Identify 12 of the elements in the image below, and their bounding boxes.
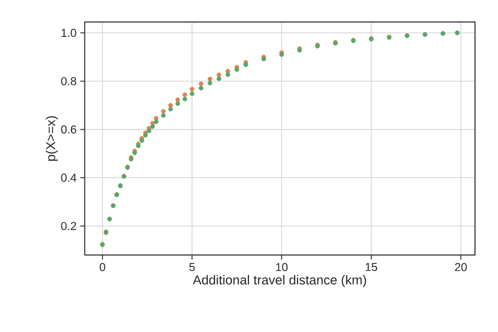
x-tick-label: 15 <box>366 263 378 272</box>
y-tick-label: 0.2 <box>61 222 76 230</box>
y-tick-label: 0.8 <box>61 77 76 86</box>
y-tick-label: 0.6 <box>61 125 76 134</box>
x-tick-label: 5 <box>189 263 195 272</box>
y-tick-label: 0.4 <box>61 174 76 182</box>
y-axis-title: p(X>=x) <box>46 116 58 161</box>
x-tick-label: 10 <box>276 263 288 272</box>
x-tick-label: 20 <box>455 263 467 272</box>
x-tick-label: 0 <box>100 263 106 272</box>
y-tick-label: 1.0 <box>62 28 76 37</box>
x-axis-title: Additional travel distance (km) <box>192 275 366 288</box>
